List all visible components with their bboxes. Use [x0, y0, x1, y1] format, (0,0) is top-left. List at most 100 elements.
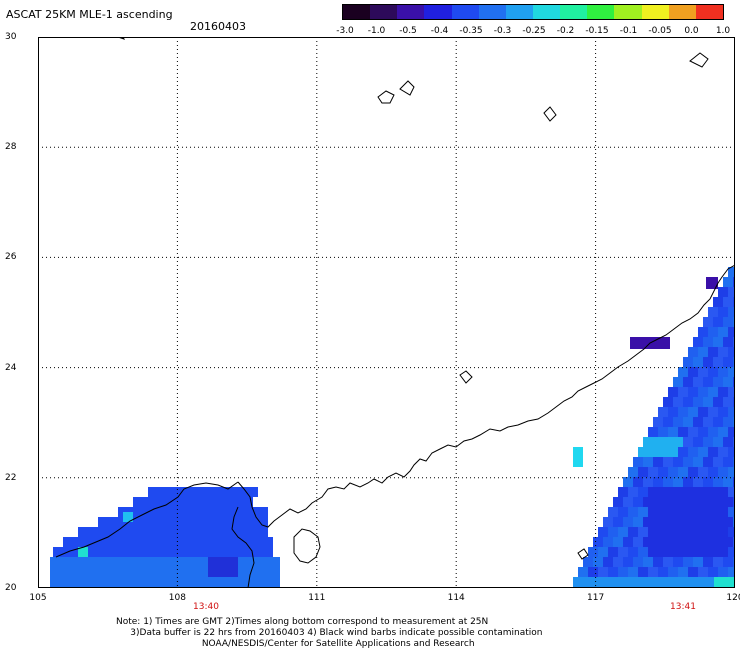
swath-cell: [173, 547, 183, 557]
swath-cell: [663, 457, 673, 467]
swath-cell: [248, 507, 258, 517]
swath-cell: [93, 537, 103, 547]
swath-cell: [688, 447, 698, 457]
swath-cell: [628, 467, 638, 477]
swath-cell: [648, 547, 658, 557]
swath-cell: [718, 507, 728, 517]
swath-cell: [53, 547, 63, 557]
swath-cell: [223, 537, 233, 547]
swath-cell: [708, 547, 718, 557]
swath-cell: [706, 277, 718, 289]
swath-cell: [703, 477, 713, 487]
colorbar-swatch: [560, 5, 588, 19]
swath-cell: [138, 517, 148, 527]
swath-cell: [698, 467, 708, 477]
swath-cell: [698, 487, 708, 497]
swath-cell: [728, 407, 735, 417]
colorbar-swatch: [478, 5, 506, 19]
swath-cell: [250, 567, 260, 577]
swath-cell: [723, 337, 733, 347]
swath-cell: [718, 327, 728, 337]
swath-cell: [78, 527, 88, 537]
swath-cell: [718, 447, 728, 457]
swath-cell: [618, 527, 628, 537]
coastline: [55, 37, 735, 588]
swath-cell: [718, 487, 728, 497]
swath-cell: [683, 477, 693, 487]
swath-cell: [240, 557, 250, 567]
swath-cell: [250, 557, 260, 567]
swath-cell: [693, 337, 703, 347]
swath-cell: [190, 567, 200, 577]
swath-cell: [203, 537, 213, 547]
swath-cell: [678, 367, 688, 377]
colorbar-label: -0.3: [493, 26, 512, 36]
swath-cell: [90, 577, 100, 587]
swath-cell: [678, 447, 688, 457]
swath-cell: [708, 467, 718, 477]
swath-cell: [148, 517, 158, 527]
swath-cell: [673, 557, 683, 567]
swath-cell: [698, 407, 708, 417]
swath-cell: [90, 557, 100, 567]
swath-cell: [228, 507, 238, 517]
swath-cell: [148, 507, 158, 517]
swath-cell: [668, 507, 678, 517]
swath-cell: [698, 347, 708, 357]
swath-cell: [653, 557, 663, 567]
swath-cell: [673, 437, 683, 447]
swath-cell: [270, 557, 280, 567]
swath-cell: [663, 437, 673, 447]
swath-cell: [678, 527, 688, 537]
swath-cell: [623, 537, 633, 547]
swath-cell: [613, 557, 623, 567]
swath-cell: [603, 537, 613, 547]
swath-cell: [658, 427, 668, 437]
colorbar-swatch: [532, 5, 561, 19]
swath-cell: [714, 577, 735, 588]
swath-cell: [193, 547, 203, 557]
swath-cell: [613, 517, 623, 527]
colorbar-swatch: [451, 5, 479, 19]
swath-cell: [728, 427, 735, 437]
swath-cell: [713, 297, 723, 307]
swath-cell: [723, 517, 733, 527]
swath-cell: [100, 577, 110, 587]
swath-cell: [723, 277, 733, 287]
colorbar-swatch: [587, 5, 615, 19]
swath-cell: [673, 497, 683, 507]
swath-cell: [233, 547, 243, 557]
longitude-label: 105: [29, 593, 47, 603]
swath-cell: [140, 557, 150, 567]
swath-cell: [248, 517, 258, 527]
swath-cell: [638, 447, 648, 457]
swath-cell: [693, 577, 703, 587]
swath-cell: [153, 547, 163, 557]
swath-cell: [703, 497, 713, 507]
swath-cell: [703, 357, 713, 367]
swath-cell: [728, 327, 735, 337]
swath-cell: [183, 537, 193, 547]
footnote-line: 3)Data buffer is 22 hrs from 20160403 4)…: [116, 628, 543, 638]
swath-cell: [643, 577, 653, 587]
swath-cell: [728, 267, 735, 277]
swath-cell: [718, 387, 728, 397]
swath-cell: [708, 567, 718, 577]
swath-cell: [163, 547, 173, 557]
swath-cell: [130, 567, 140, 577]
swath-cell: [683, 577, 693, 587]
swath-cell: [180, 567, 190, 577]
swath-cell: [203, 547, 213, 557]
swath-cell: [698, 387, 708, 397]
swath-cell: [233, 497, 243, 507]
swath-cell: [60, 557, 70, 567]
swath-cell: [120, 567, 130, 577]
swath-cell: [618, 507, 628, 517]
swath-cell: [133, 497, 143, 507]
latitude-label: 24: [5, 362, 17, 373]
swath-cell: [718, 347, 728, 357]
swath-cell: [723, 397, 733, 407]
swath-cell: [683, 457, 693, 467]
swath-cell: [643, 517, 653, 527]
swath-cell: [718, 567, 728, 577]
